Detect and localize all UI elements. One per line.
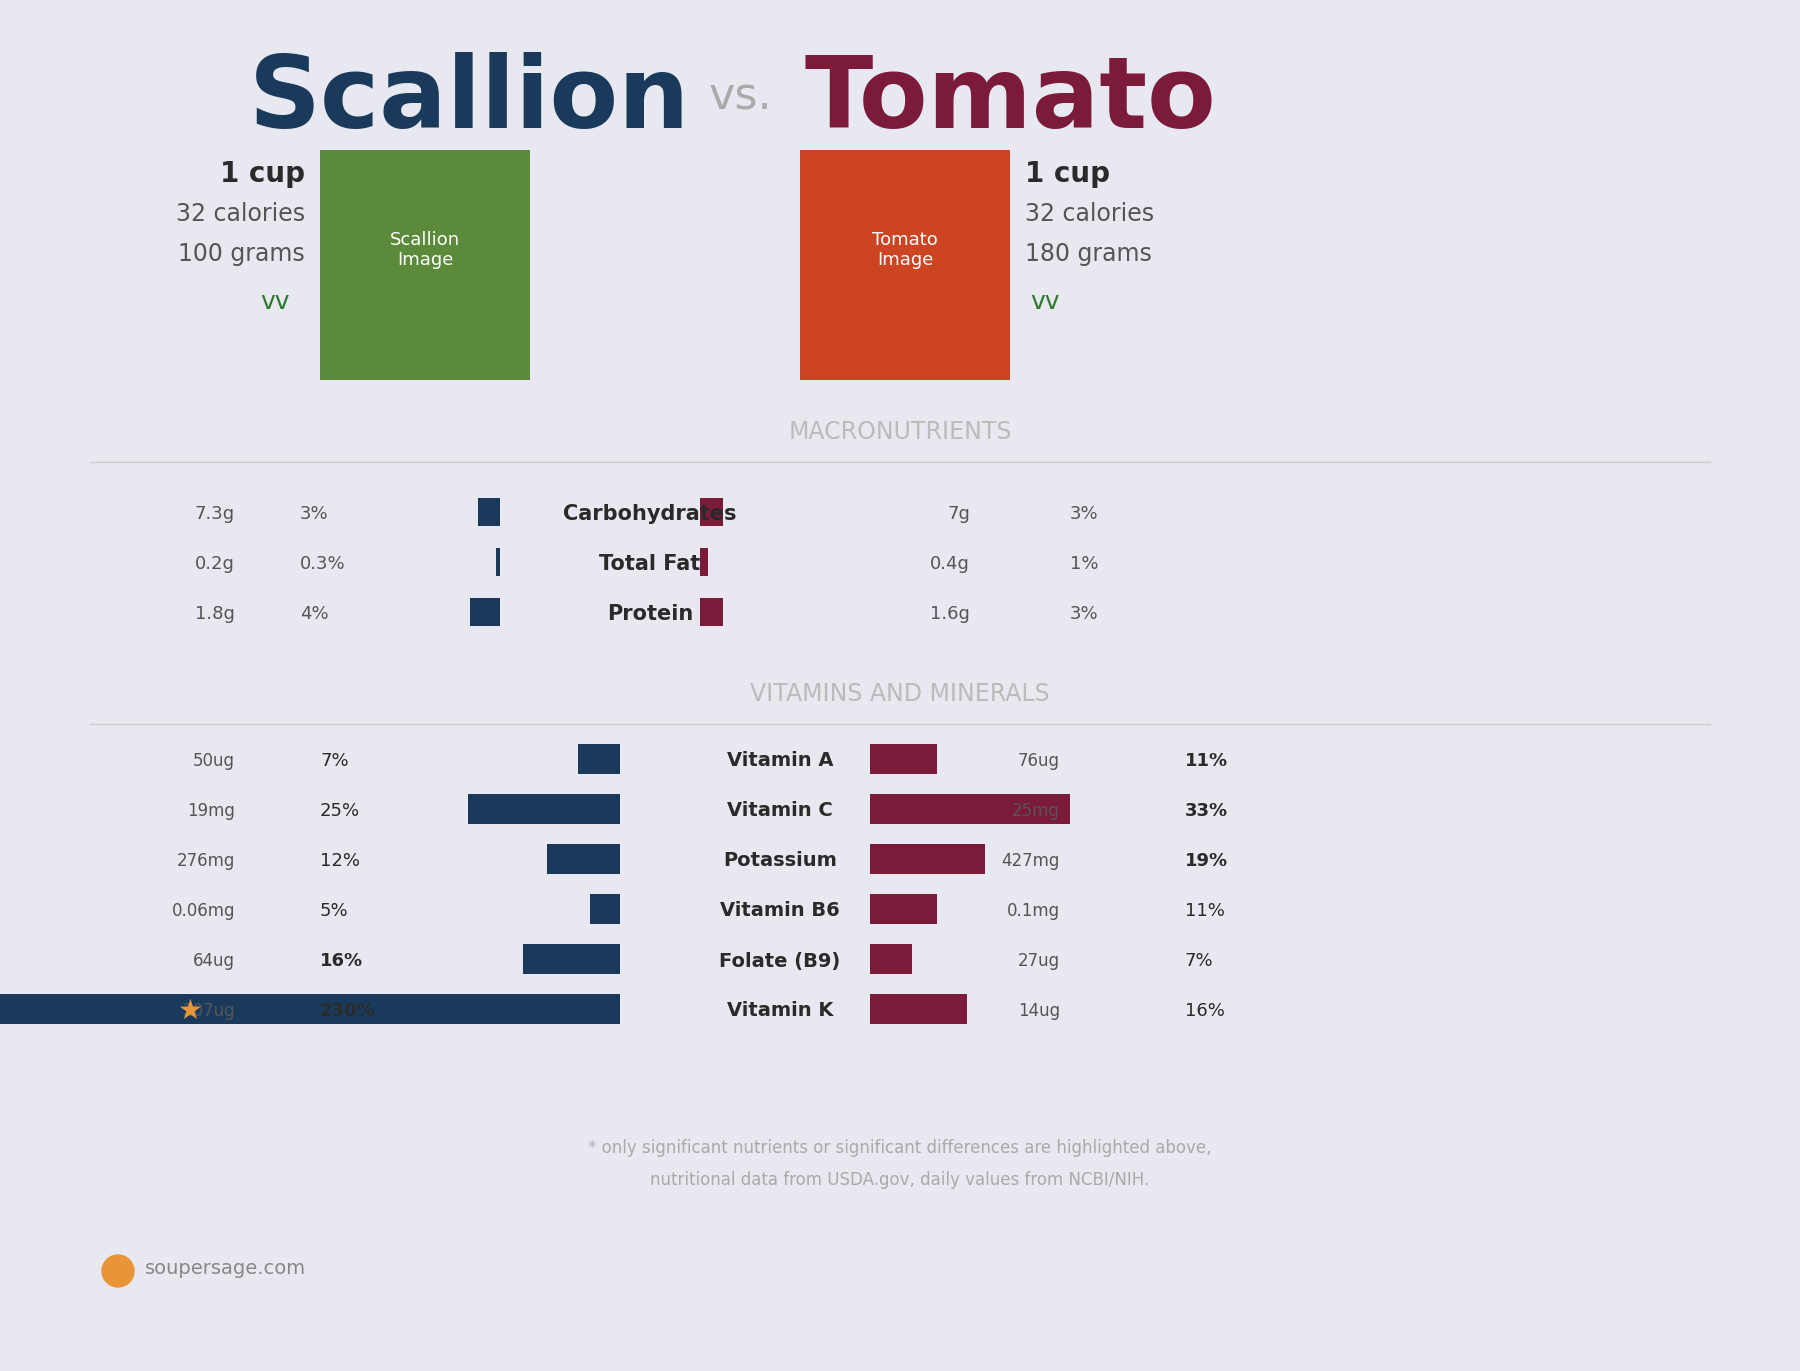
Text: 276mg: 276mg — [176, 851, 236, 871]
Text: MACRONUTRIENTS: MACRONUTRIENTS — [788, 420, 1012, 444]
Bar — [470, 598, 500, 627]
Text: Vitamin A: Vitamin A — [727, 751, 833, 771]
Bar — [869, 945, 913, 973]
Bar — [700, 548, 707, 576]
Text: nutritional data from USDA.gov, daily values from NCBI/NIH.: nutritional data from USDA.gov, daily va… — [650, 1171, 1150, 1189]
Text: 0.2g: 0.2g — [194, 555, 236, 573]
Bar — [869, 845, 985, 873]
Text: 1.6g: 1.6g — [931, 605, 970, 622]
Text: 427mg: 427mg — [1001, 851, 1060, 871]
Text: 4%: 4% — [301, 605, 329, 622]
Bar — [799, 149, 1010, 380]
Text: 50ug: 50ug — [193, 753, 236, 771]
Bar — [320, 149, 529, 380]
Text: ★: ★ — [178, 997, 202, 1026]
Text: 1%: 1% — [1069, 555, 1098, 573]
Text: 7%: 7% — [1184, 951, 1213, 971]
Text: vs.: vs. — [707, 75, 772, 118]
Bar — [700, 498, 722, 526]
Text: 11%: 11% — [1184, 753, 1228, 771]
Text: 11%: 11% — [1184, 902, 1224, 920]
Bar — [524, 945, 619, 973]
Bar — [497, 548, 500, 576]
Circle shape — [103, 1254, 133, 1287]
Text: 180 grams: 180 grams — [1024, 243, 1152, 266]
Bar — [547, 845, 619, 873]
Bar — [869, 794, 1069, 824]
Bar — [590, 894, 619, 924]
Text: Total Fat: Total Fat — [599, 554, 700, 574]
Text: 33%: 33% — [1184, 802, 1228, 820]
Text: Tomato
Image: Tomato Image — [873, 230, 938, 269]
Text: Vitamin C: Vitamin C — [727, 802, 833, 820]
Bar — [578, 744, 619, 775]
Text: 230%: 230% — [320, 1002, 376, 1020]
Text: 0.06mg: 0.06mg — [171, 902, 236, 920]
Text: Vitamin K: Vitamin K — [727, 1001, 833, 1020]
Text: 7%: 7% — [320, 753, 349, 771]
Text: 0.1mg: 0.1mg — [1006, 902, 1060, 920]
Text: 100 grams: 100 grams — [178, 243, 304, 266]
Text: 3%: 3% — [1069, 505, 1098, 522]
Bar — [0, 994, 619, 1024]
Bar — [869, 894, 936, 924]
Text: 14ug: 14ug — [1017, 1002, 1060, 1020]
Text: 7g: 7g — [947, 505, 970, 522]
Text: 0.3%: 0.3% — [301, 555, 346, 573]
Text: 32 calories: 32 calories — [1024, 202, 1154, 226]
Text: Vitamin B6: Vitamin B6 — [720, 902, 841, 920]
Text: 3%: 3% — [1069, 605, 1098, 622]
Text: 76ug: 76ug — [1019, 753, 1060, 771]
Text: soupersage.com: soupersage.com — [146, 1259, 306, 1278]
Bar — [869, 744, 936, 775]
Text: 12%: 12% — [320, 851, 360, 871]
Text: 5%: 5% — [320, 902, 349, 920]
Text: vv: vv — [1030, 291, 1060, 314]
Text: vv: vv — [261, 291, 290, 314]
Text: 3%: 3% — [301, 505, 329, 522]
Text: 25mg: 25mg — [1012, 802, 1060, 820]
Bar — [477, 498, 500, 526]
Text: 27ug: 27ug — [1017, 951, 1060, 971]
Text: 1 cup: 1 cup — [1024, 160, 1111, 188]
Bar — [468, 794, 619, 824]
Text: 0.4g: 0.4g — [931, 555, 970, 573]
Text: Carbohydrates: Carbohydrates — [563, 505, 736, 524]
Text: Folate (B9): Folate (B9) — [720, 951, 841, 971]
Text: 7.3g: 7.3g — [194, 505, 236, 522]
Text: Potassium: Potassium — [724, 851, 837, 871]
Bar — [700, 598, 722, 627]
Text: 1 cup: 1 cup — [220, 160, 304, 188]
Text: Protein: Protein — [607, 605, 693, 624]
Text: 207ug: 207ug — [182, 1002, 236, 1020]
Text: VITAMINS AND MINERALS: VITAMINS AND MINERALS — [751, 681, 1049, 706]
Text: * only significant nutrients or significant differences are highlighted above,: * only significant nutrients or signific… — [589, 1139, 1211, 1157]
Text: 1.8g: 1.8g — [194, 605, 236, 622]
Text: Scallion: Scallion — [250, 52, 691, 149]
Text: 16%: 16% — [1184, 1002, 1224, 1020]
Text: 25%: 25% — [320, 802, 360, 820]
Bar — [869, 994, 967, 1024]
Text: 32 calories: 32 calories — [176, 202, 304, 226]
Text: 16%: 16% — [320, 951, 364, 971]
Text: Tomato: Tomato — [805, 52, 1215, 149]
Text: 19mg: 19mg — [187, 802, 236, 820]
Text: 64ug: 64ug — [193, 951, 236, 971]
Text: Scallion
Image: Scallion Image — [391, 230, 461, 269]
Text: 19%: 19% — [1184, 851, 1228, 871]
